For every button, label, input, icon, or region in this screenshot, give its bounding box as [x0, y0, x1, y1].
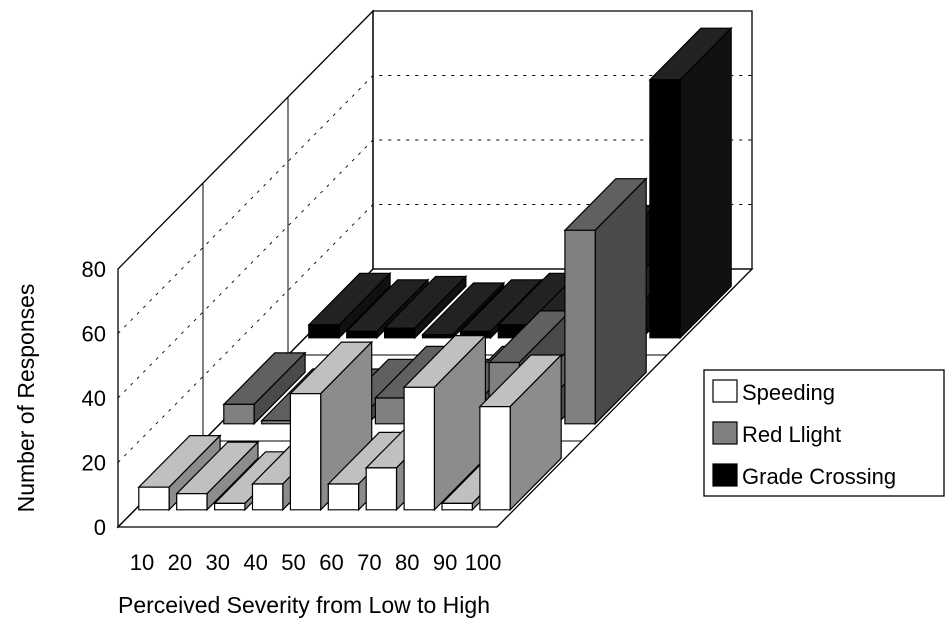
x-tick-label: 90 — [433, 550, 457, 575]
x-tick-label: 40 — [243, 550, 267, 575]
legend-box — [703, 369, 945, 497]
bar — [648, 26, 733, 340]
y-tick-label: 0 — [94, 515, 106, 540]
x-tick-label: 30 — [206, 550, 230, 575]
y-tick-label: 80 — [82, 257, 106, 282]
bar — [421, 281, 506, 340]
x-tick-label: 50 — [281, 550, 305, 575]
y-tick-label: 20 — [82, 451, 106, 476]
gridline — [117, 204, 752, 463]
x-tick-label: 100 — [465, 550, 502, 575]
bar — [222, 351, 307, 426]
bar — [478, 353, 563, 512]
y-tick-labels: 0 20 40 60 80 — [82, 257, 106, 540]
bar — [175, 440, 260, 512]
legend: Speeding Red Llight Grade Crossing — [703, 369, 945, 497]
x-tick-label: 60 — [319, 550, 343, 575]
x-tick-label: 20 — [168, 550, 192, 575]
bar — [307, 271, 392, 340]
legend-swatch — [712, 421, 738, 445]
x-axis-label: Perceived Severity from Low to High — [118, 592, 490, 618]
gridline — [117, 139, 752, 399]
gridline — [117, 75, 752, 334]
legend-swatch — [712, 463, 738, 487]
bar — [402, 334, 487, 512]
legend-label: Speeding — [742, 380, 835, 405]
x-tick-label: 10 — [130, 550, 154, 575]
bar — [383, 275, 468, 340]
y-tick-label: 40 — [82, 386, 106, 411]
y-tick-label: 60 — [82, 322, 106, 347]
bars-layer — [137, 26, 733, 512]
x-tick-label: 80 — [395, 550, 419, 575]
legend-label: Red Llight — [742, 422, 841, 447]
legend-swatch — [712, 379, 738, 403]
y-axis-label: Number of Responses — [13, 284, 39, 513]
x-tick-labels: 10 20 30 40 50 60 70 80 90 100 — [130, 550, 502, 575]
bar — [563, 177, 648, 426]
x-tick-label: 70 — [357, 550, 381, 575]
legend-label: Grade Crossing — [742, 464, 896, 489]
